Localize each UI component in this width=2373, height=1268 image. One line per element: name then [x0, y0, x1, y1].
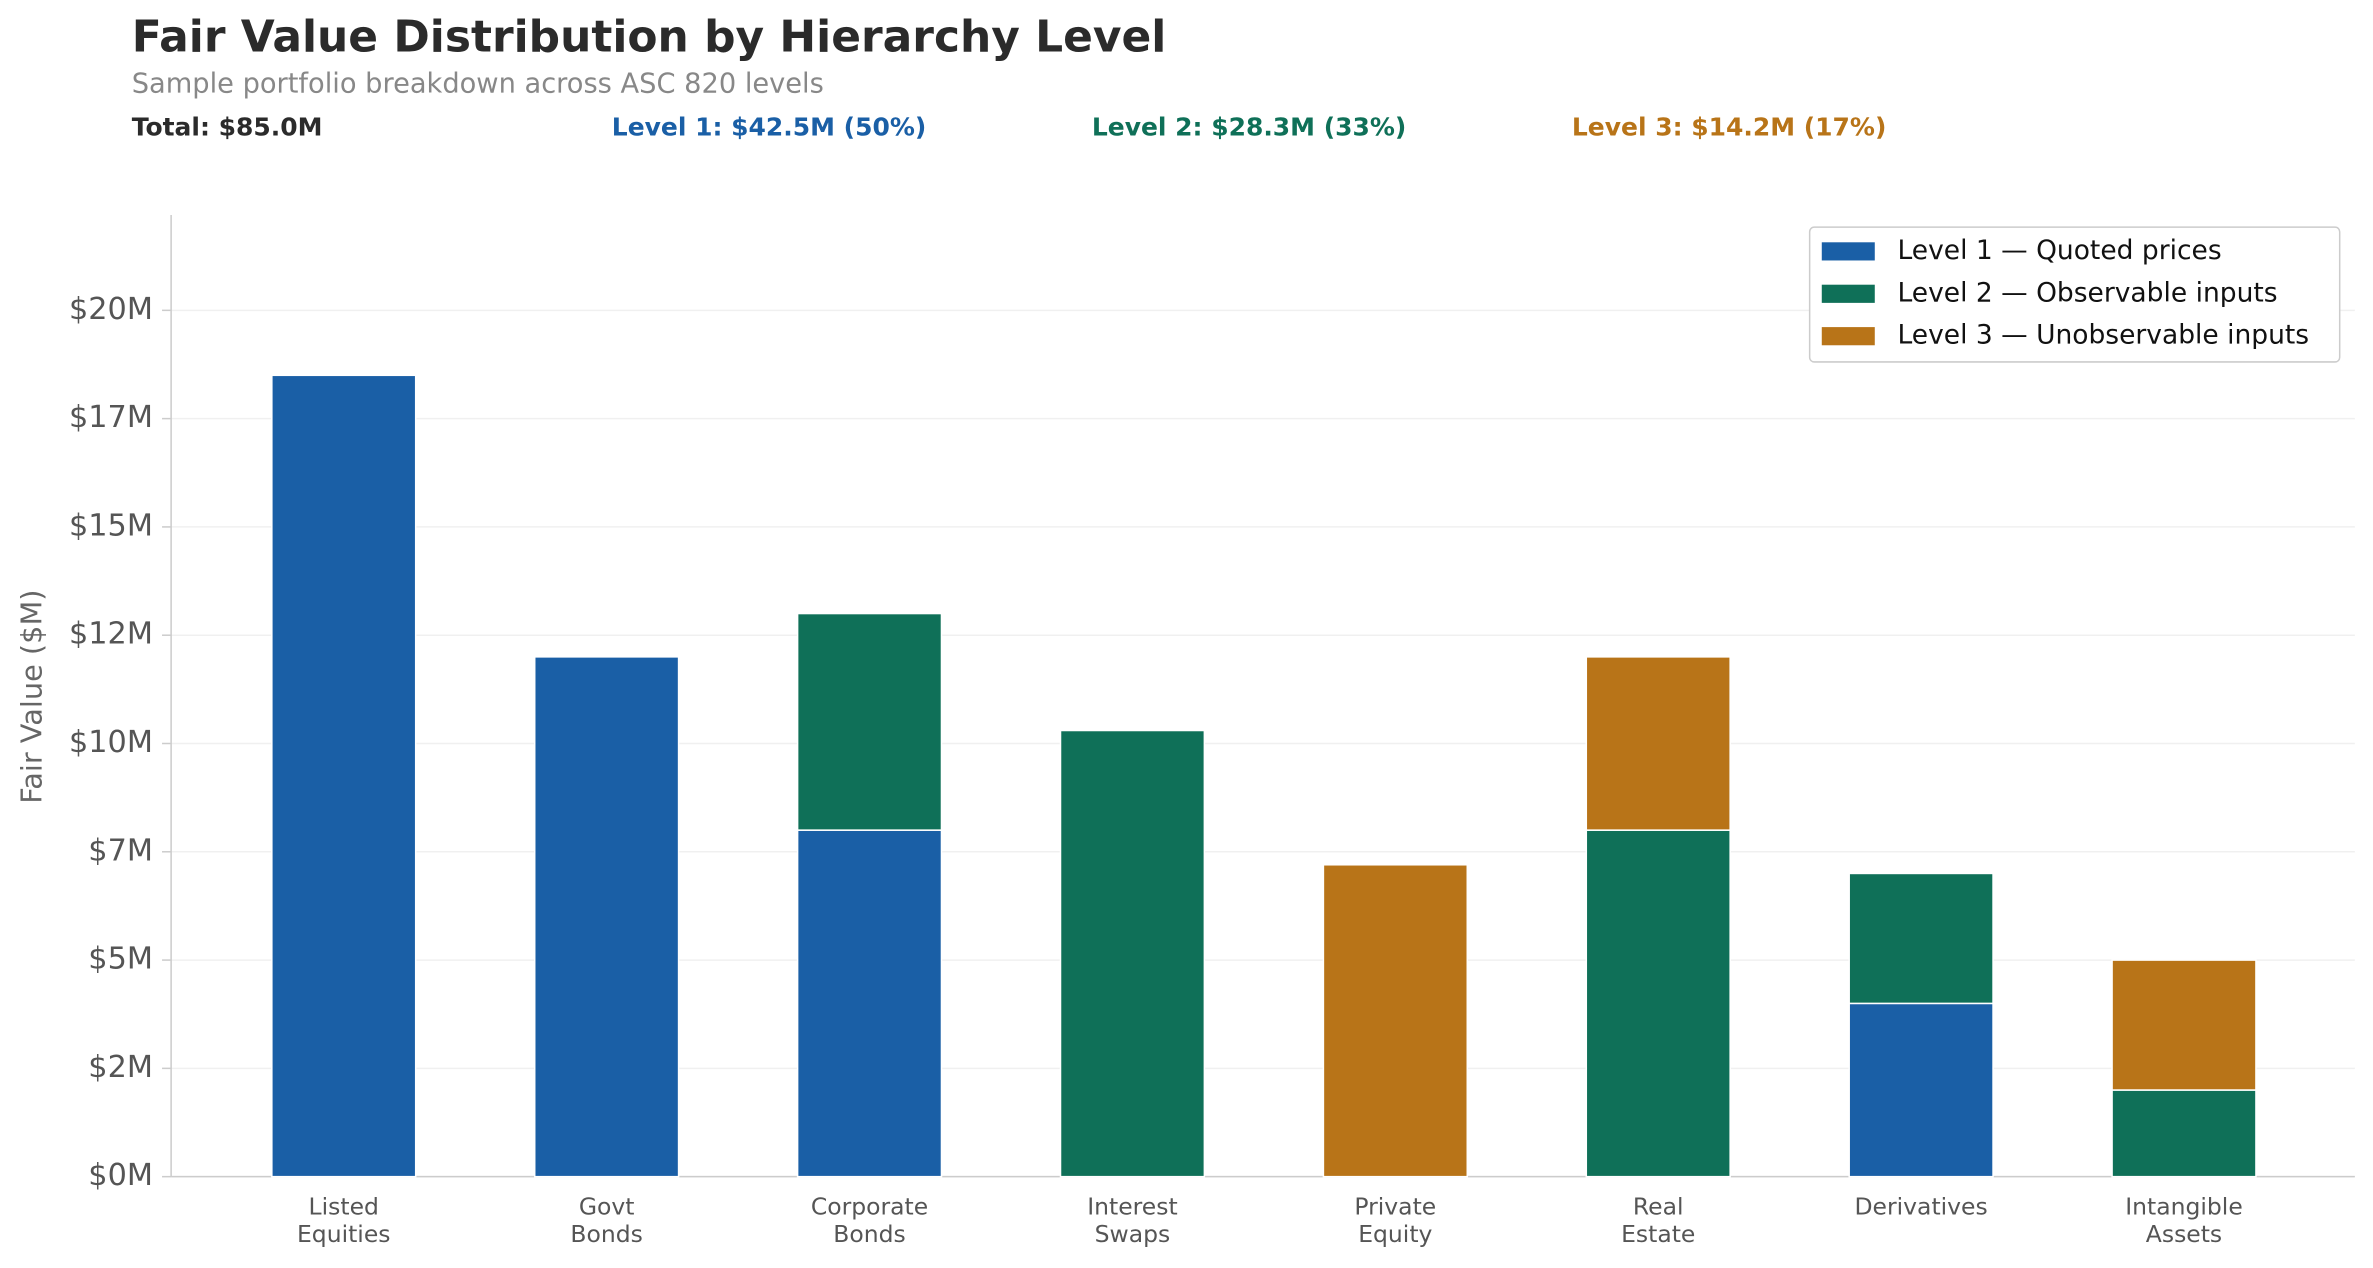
y-tick-label: $12M: [69, 617, 153, 652]
bar-segment: [1848, 872, 1994, 1005]
y-tick-label: $17M: [69, 400, 153, 435]
bar-segment: [1585, 656, 1731, 831]
chart-subtitle: Sample portfolio breakdown across ASC 82…: [132, 68, 824, 99]
y-tick-label: $0M: [88, 1158, 153, 1193]
bar-segment: [796, 612, 943, 831]
x-tick-label: Listed Equities: [296, 1193, 391, 1248]
legend-label: Level 3 — Unobservable inputs: [1897, 320, 2309, 351]
legend-swatch: [1821, 327, 1875, 346]
legend-swatch: [1821, 242, 1875, 261]
bar-segment: [1322, 864, 1469, 1178]
legend-label: Level 2 — Observable inputs: [1897, 277, 2277, 308]
x-tick-label: Interest Swaps: [1087, 1193, 1178, 1248]
x-tick-label: Private Equity: [1354, 1193, 1437, 1248]
bar-segment: [1848, 1002, 1994, 1178]
y-tick-label: $7M: [88, 833, 153, 868]
y-tick-label: $15M: [69, 508, 153, 543]
bar-segment: [2111, 959, 2257, 1091]
summary-item: Total: $85.0M: [132, 113, 323, 142]
legend-box: [1808, 226, 2341, 363]
bar-segment: [1059, 729, 1206, 1178]
bar-segment: [533, 656, 680, 1178]
y-axis-label: Fair Value ($M): [14, 590, 48, 804]
bar-segment: [796, 829, 943, 1178]
x-tick-label: Derivatives: [1854, 1193, 1988, 1221]
x-tick-label: Govt Bonds: [570, 1193, 643, 1248]
y-tick-label: $10M: [69, 725, 153, 760]
legend-swatch: [1821, 284, 1875, 303]
legend: Level 1 — Quoted prices Level 2 — Observa…: [1808, 226, 2341, 363]
summary-item: Level 1: $42.5M (50%): [612, 113, 926, 142]
y-tick-label: $2M: [88, 1050, 153, 1085]
summary-item: Level 3: $14.2M (17%): [1572, 113, 1886, 142]
bar-segment: [2111, 1089, 2257, 1178]
bar-segment: [1585, 829, 1731, 1178]
chart-title: Fair Value Distribution by Hierarchy Lev…: [132, 11, 1167, 62]
x-tick-label: Intangible Assets: [2125, 1193, 2243, 1248]
x-tick-label: Real Estate: [1621, 1193, 1696, 1248]
legend-label: Level 1 — Quoted prices: [1897, 235, 2221, 266]
y-tick-label: $5M: [88, 942, 153, 977]
bar-segment: [271, 374, 417, 1178]
summary-item: Level 2: $28.3M (33%): [1092, 113, 1406, 142]
x-tick-label: Corporate Bonds: [810, 1193, 929, 1248]
y-tick-label: $20M: [69, 292, 153, 327]
